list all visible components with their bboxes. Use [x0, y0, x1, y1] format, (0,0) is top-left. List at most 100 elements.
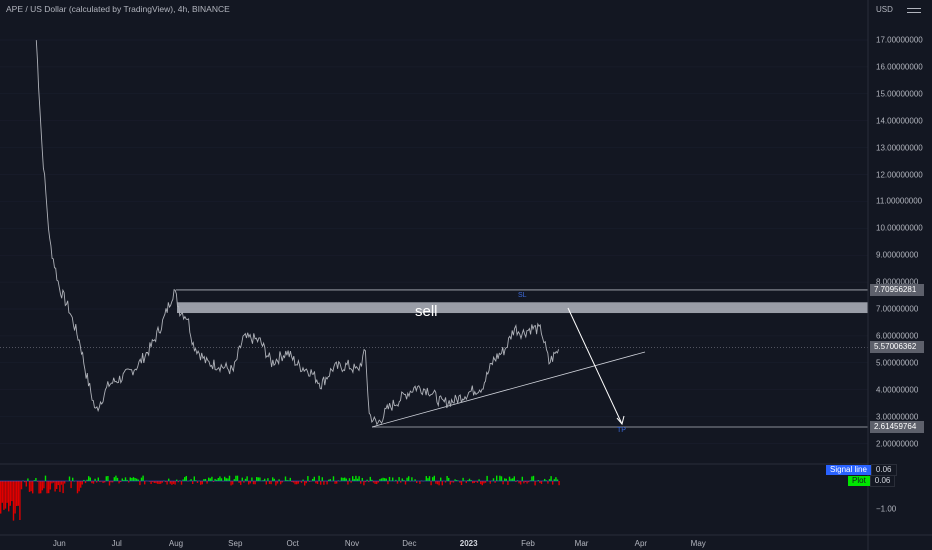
- indicator-pane[interactable]: [0, 475, 560, 521]
- indicator-bar: [36, 481, 39, 482]
- indicator-bar: [168, 478, 170, 482]
- indicator-bar: [326, 481, 328, 485]
- indicator-bar: [171, 481, 173, 485]
- indicator-bar: [57, 481, 59, 486]
- indicator-bar: [300, 481, 303, 483]
- price-tick-label: 6.00000000: [876, 331, 919, 341]
- indicator-bar: [505, 478, 507, 481]
- take-profit-label[interactable]: TP: [617, 427, 626, 434]
- indicator-bar: [275, 481, 277, 486]
- indicator-bar: [78, 481, 80, 492]
- indicator-bar: [553, 479, 555, 482]
- indicator-bar: [153, 481, 155, 483]
- indicator-bar: [62, 481, 64, 494]
- indicator-bar: [547, 481, 549, 484]
- indicator-bar: [328, 479, 330, 482]
- indicator-bar: [364, 481, 367, 483]
- indicator-bar: [4, 481, 7, 509]
- indicator-bar: [64, 481, 66, 484]
- indicator-bar: [195, 480, 197, 481]
- indicator-bar: [513, 476, 515, 482]
- indicator-bar: [428, 476, 431, 481]
- sell-zone-rect[interactable]: [177, 302, 868, 314]
- indicator-bar: [526, 481, 528, 484]
- indicator-bar: [232, 481, 234, 485]
- stop-loss-label[interactable]: SL: [518, 292, 527, 299]
- indicator-bar: [355, 475, 357, 482]
- price-tick-label: 3.00000000: [876, 412, 919, 422]
- indicator-bar: [558, 481, 560, 486]
- indicator-bar: [534, 481, 536, 486]
- indicator-bar: [241, 477, 243, 482]
- indicator-bar: [126, 479, 128, 481]
- indicator-bar: [184, 477, 186, 481]
- indicator-bar: [411, 477, 413, 481]
- trend-line[interactable]: [371, 351, 646, 428]
- indicator-bar: [532, 475, 535, 482]
- indicator-bar: [276, 481, 279, 484]
- indicator-bar: [388, 476, 391, 482]
- indicator-bar: [256, 477, 258, 482]
- menu-icon[interactable]: [907, 8, 921, 16]
- indicator-bar: [54, 481, 56, 492]
- indicator-bar: [200, 481, 202, 485]
- sell-label[interactable]: sell: [415, 303, 438, 320]
- indicator-bar: [392, 477, 394, 482]
- indicator-bar: [340, 477, 343, 481]
- indicator-bar: [190, 479, 192, 481]
- price-tick-label: 7.00000000: [876, 304, 919, 314]
- indicator-bar: [3, 481, 5, 510]
- forecast-arrow[interactable]: [567, 307, 623, 425]
- indicator-bar: [19, 481, 21, 520]
- indicator-bar: [115, 475, 117, 481]
- indicator-bar: [456, 480, 458, 481]
- indicator-bar: [107, 476, 109, 482]
- indicator-bar: [467, 480, 469, 481]
- indicator-bar: [249, 481, 251, 484]
- indicator-bar: [315, 481, 317, 484]
- indicator-bar: [475, 481, 477, 482]
- time-label: May: [690, 539, 706, 548]
- indicator-bar: [344, 477, 346, 482]
- indicator-bar: [465, 481, 467, 484]
- indicator-bar: [369, 476, 371, 481]
- indicator-bar: [60, 481, 63, 485]
- indicator-bar: [243, 481, 245, 483]
- price-tag: 5.57006362: [870, 341, 924, 354]
- indicator-bar: [89, 477, 91, 482]
- indicator-bar: [476, 481, 479, 483]
- price-tag: 7.70956281: [870, 283, 924, 296]
- indicator-bar: [96, 481, 98, 483]
- chart-grid: [0, 39, 868, 444]
- indicator-bar: [556, 479, 559, 481]
- indicator-bar: [116, 477, 119, 481]
- indicator-bar: [9, 481, 11, 506]
- time-label: Sep: [228, 539, 243, 548]
- time-label: Jul: [111, 539, 122, 548]
- indicator-bar: [203, 479, 205, 482]
- indicator-bar: [160, 481, 162, 484]
- indicator-bar: [529, 480, 531, 481]
- indicator-bar: [272, 477, 274, 482]
- indicator-bar: [372, 481, 375, 483]
- indicator-bar: [548, 479, 551, 481]
- indicator-bar: [43, 481, 45, 489]
- indicator-bar: [182, 479, 184, 481]
- indicator-bar: [174, 481, 176, 485]
- indicator-bar: [83, 479, 85, 482]
- price-tick-label: 5.00000000: [876, 358, 919, 368]
- indicator-bar: [524, 481, 527, 482]
- indicator-bar: [33, 480, 35, 481]
- indicator-bar: [254, 481, 256, 485]
- time-label: Mar: [574, 539, 589, 548]
- indicator-bar: [177, 481, 179, 483]
- indicator-bar: [14, 481, 16, 514]
- indicator-bar: [38, 481, 40, 494]
- indicator-bar: [452, 481, 455, 483]
- price-tick-label: 13.00000000: [876, 143, 923, 153]
- indicator-bar: [441, 481, 443, 486]
- indicator-bar: [348, 478, 351, 481]
- time-label: Oct: [286, 539, 299, 548]
- indicator-bar: [502, 481, 504, 485]
